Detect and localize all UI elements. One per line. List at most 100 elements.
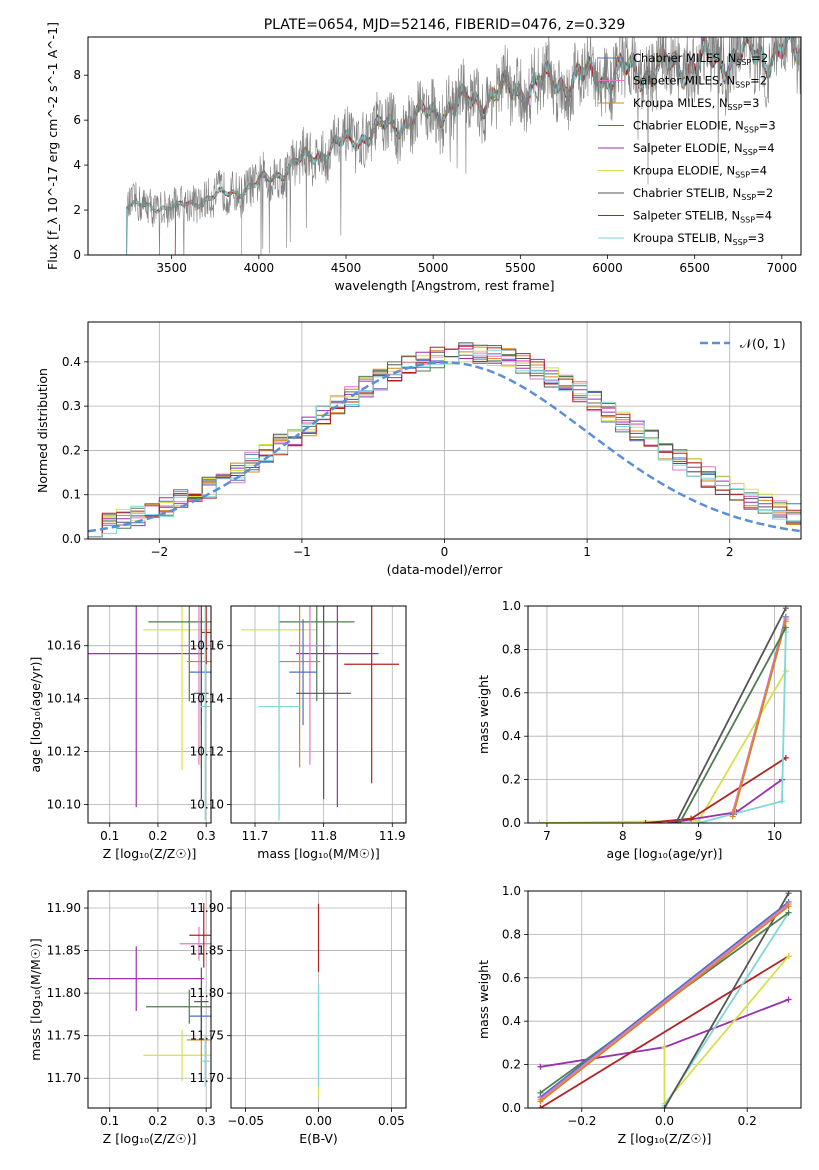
x-tick-label: 5000 bbox=[418, 261, 449, 275]
x-tick-label: −1 bbox=[293, 545, 311, 559]
weight-marker-0 bbox=[536, 820, 543, 823]
axes-frame bbox=[87, 321, 802, 540]
axes-frame bbox=[87, 890, 212, 1109]
legend-entry-7: Salpeter STELIB, NSSP=4 bbox=[633, 209, 772, 225]
legend-entry-4: Salpeter ELODIE, NSSP=4 bbox=[633, 141, 775, 157]
y-tick-label: 1.0 bbox=[502, 599, 521, 613]
y-tick-label: 0.0 bbox=[502, 816, 521, 830]
y-tick-label: 0.4 bbox=[502, 1014, 521, 1028]
y-tick-label: 10.12 bbox=[190, 745, 224, 759]
y-tick-label: 11.75 bbox=[190, 1029, 224, 1043]
weight-marker-7 bbox=[782, 624, 789, 631]
weight-marker-6 bbox=[729, 813, 736, 820]
x-tick-label: 2 bbox=[726, 545, 734, 559]
x-axis-label: (data-model)/error bbox=[387, 562, 504, 577]
gaussian-curve bbox=[88, 361, 801, 533]
x-axis-label: wavelength [Angstrom, rest frame] bbox=[334, 278, 554, 293]
plot-area bbox=[88, 342, 801, 538]
y-tick-label: 0.6 bbox=[502, 686, 521, 700]
mass-weight-vs-age-plot: 7 8 9 10 0.0 0.2 0.4 0.6 0.8 1.0 age [log₁₀(age/yr… bbox=[476, 599, 802, 861]
legend-name: Kroupa STELIB, N bbox=[633, 231, 733, 245]
legend-entry-5: Kroupa ELODIE, NSSP=4 bbox=[633, 164, 767, 180]
y-tick-label: 0.1 bbox=[62, 488, 81, 502]
x-tick-label: −0.2 bbox=[567, 1114, 596, 1128]
y-tick-label: 10.16 bbox=[190, 639, 224, 653]
legend-entry-3: Chabrier ELODIE, NSSP=3 bbox=[633, 119, 776, 135]
weight-marker-3 bbox=[695, 820, 702, 823]
x-tick-label: 1 bbox=[583, 545, 591, 559]
legend-nssp: =4 bbox=[750, 164, 767, 178]
x-tick-label: 3500 bbox=[156, 261, 187, 275]
y-axis-label: mass weight bbox=[476, 960, 491, 1039]
x-axis-label: age [log₁₀(age/yr)] bbox=[607, 846, 723, 861]
legend-subscript: SSP bbox=[740, 216, 755, 225]
age-vs-mass-plot: 11.7 11.8 11.9 10.10 10.12 10.14 10.16 mass [lo… bbox=[190, 605, 407, 861]
y-tick-label: 0.0 bbox=[62, 532, 81, 546]
mass-vs-z-plot: 0.1 0.2 0.3 11.70 11.75 11.80 11.85 11.90 Z [log… bbox=[28, 890, 216, 1146]
weight-marker-8 bbox=[672, 820, 679, 823]
weight-line-1 bbox=[539, 955, 790, 1108]
y-tick-label: 11.90 bbox=[190, 901, 224, 915]
plot-area bbox=[126, 37, 801, 255]
y-tick-label: 1.0 bbox=[502, 884, 521, 898]
x-tick-label: 0.2 bbox=[148, 1114, 167, 1128]
legend-name: Kroupa MILES, N bbox=[633, 96, 728, 110]
legend-nssp: =2 bbox=[756, 186, 773, 200]
y-axis-label: Flux [f_λ 10^-17 erg cm^-2 s^-1 A^-1] bbox=[45, 22, 60, 270]
x-tick-label: 4000 bbox=[244, 261, 275, 275]
x-tick-label: 7 bbox=[543, 829, 551, 843]
x-tick-label: −0.05 bbox=[227, 1114, 264, 1128]
plot-area bbox=[536, 606, 789, 823]
mass-vs-ebv-plot: −0.05 0.00 0.05 11.70 11.75 11.80 11.85 11.90 E(… bbox=[190, 890, 407, 1146]
weight-marker-3 bbox=[779, 798, 786, 805]
legend-name: Salpeter MILES, N bbox=[633, 74, 735, 88]
x-axis-label: Z [log₁₀(Z/Z☉)] bbox=[618, 1131, 712, 1146]
legend-name: Salpeter STELIB, N bbox=[633, 209, 740, 223]
plot-area bbox=[537, 891, 792, 1108]
weight-line-6 bbox=[731, 620, 787, 817]
weight-marker-5 bbox=[785, 909, 792, 916]
plot-area bbox=[88, 606, 211, 821]
axes-frame bbox=[230, 605, 407, 824]
histogram-7 bbox=[88, 345, 801, 538]
x-tick-label: 5500 bbox=[505, 261, 536, 275]
y-tick-label: 11.85 bbox=[47, 944, 81, 958]
x-tick-label: 0.1 bbox=[100, 1114, 119, 1128]
y-tick-label: 8 bbox=[73, 68, 81, 82]
x-tick-label: 11.8 bbox=[310, 829, 337, 843]
y-tick-label: 10.10 bbox=[190, 797, 224, 811]
axes-frame bbox=[230, 890, 407, 1109]
legend-nssp: =4 bbox=[758, 141, 775, 155]
mass-weight-vs-z-plot: −0.2 0.0 0.2 0.0 0.2 0.4 0.6 0.8 1.0 Z [log₁₀(Z/Z… bbox=[476, 884, 802, 1146]
weight-marker-0 bbox=[785, 996, 792, 1003]
legend-subscript: SSP bbox=[743, 148, 758, 157]
x-tick-label: 0.05 bbox=[378, 1114, 405, 1128]
x-axis-label: mass [log₁₀(M/M☉)] bbox=[257, 846, 379, 861]
legend-entry-2: Kroupa MILES, NSSP=3 bbox=[633, 96, 759, 112]
weight-line-8 bbox=[675, 607, 787, 823]
x-axis-label: Z [log₁₀(Z/Z☉)] bbox=[103, 1131, 197, 1146]
y-tick-label: 11.80 bbox=[47, 986, 81, 1000]
legend-subscript: SSP bbox=[733, 238, 748, 247]
y-tick-label: 11.70 bbox=[190, 1071, 224, 1085]
y-axis-label: age [log₁₀(age/yr)] bbox=[28, 657, 43, 773]
legend-subscript: SSP bbox=[728, 103, 743, 112]
legend-subscript: SSP bbox=[735, 81, 750, 90]
legend-subscript: SSP bbox=[744, 126, 759, 135]
y-axis-label: Normed distribution bbox=[35, 368, 50, 493]
y-tick-label: 0.8 bbox=[502, 642, 521, 656]
weight-marker-4 bbox=[661, 1105, 668, 1108]
axes-frame bbox=[527, 605, 802, 824]
y-tick-label: 10.14 bbox=[190, 692, 224, 706]
observed-spectrum bbox=[126, 37, 801, 255]
legend-subscript: SSP bbox=[735, 171, 750, 180]
legend-subscript: SSP bbox=[741, 193, 756, 202]
y-tick-label: 0.4 bbox=[62, 355, 81, 369]
x-tick-label: −2 bbox=[150, 545, 168, 559]
weight-line-2 bbox=[663, 955, 790, 1107]
weight-marker-2 bbox=[661, 1044, 668, 1051]
y-tick-label: 2 bbox=[73, 203, 81, 217]
x-tick-label: 0.2 bbox=[738, 1114, 757, 1128]
legend-name: Salpeter ELODIE, N bbox=[633, 141, 743, 155]
